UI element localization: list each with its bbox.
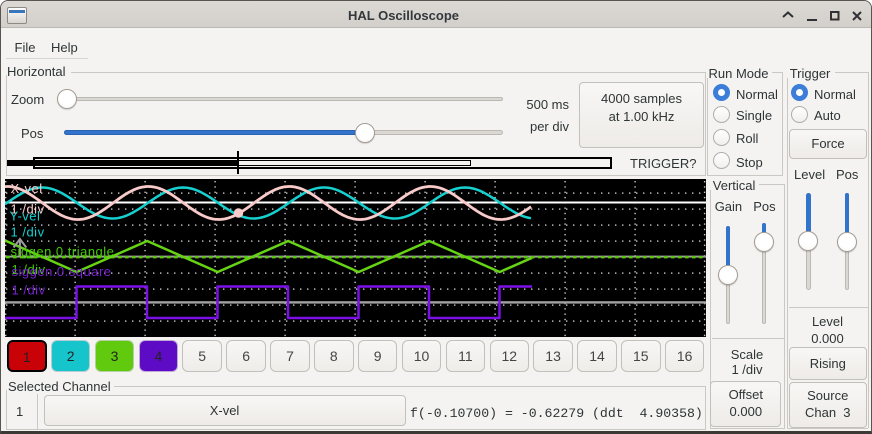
svg-text:1 /div: 1 /div: [11, 202, 45, 217]
svg-text:siggen.0.square: siggen.0.square: [12, 264, 112, 279]
svg-text:X-vel: X-vel: [11, 181, 43, 196]
svg-text:Y-vel: Y-vel: [10, 209, 41, 224]
svg-text:1 /div: 1 /div: [12, 262, 46, 277]
svg-text:1 /div: 1 /div: [11, 225, 45, 240]
svg-text:1 /div: 1 /div: [12, 283, 46, 298]
svg-text:siggen.0.triangle: siggen.0.triangle: [11, 244, 115, 259]
